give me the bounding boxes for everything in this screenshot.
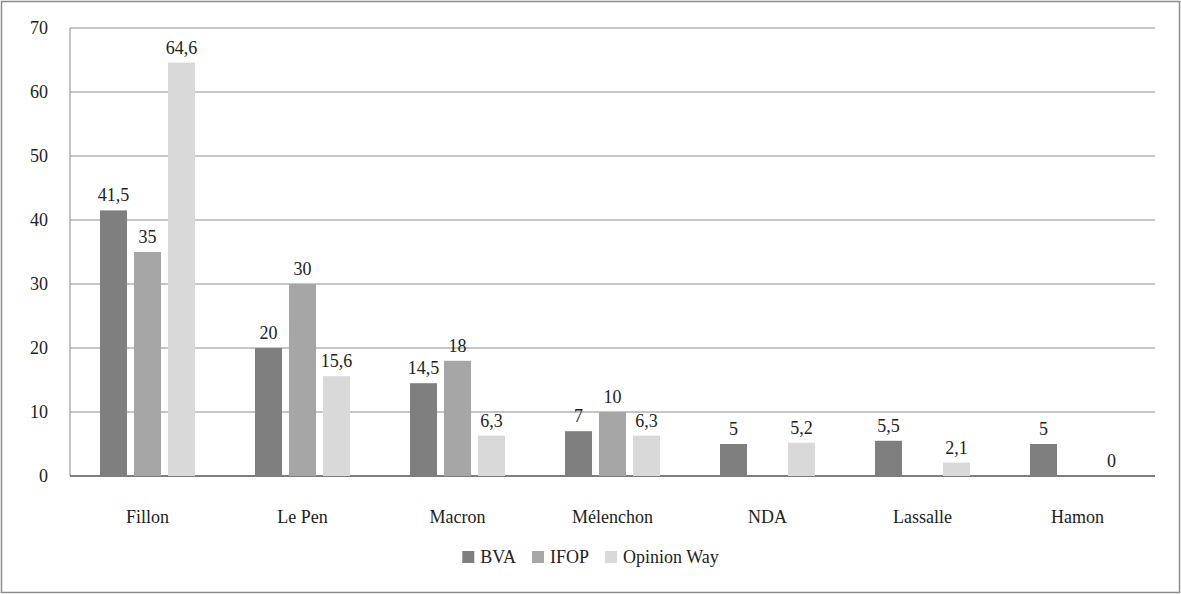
data-label: 20 (260, 323, 278, 343)
bar (565, 431, 592, 476)
bar (289, 284, 316, 476)
data-label: 5,2 (790, 418, 813, 438)
x-tick-label: Fillon (126, 507, 169, 527)
data-label: 35 (139, 227, 157, 247)
data-label: 30 (294, 259, 312, 279)
bar (134, 252, 161, 476)
grid-line (70, 284, 1155, 285)
legend-swatch (532, 551, 544, 563)
x-tick-label: Hamon (1051, 507, 1104, 527)
legend-swatch (605, 551, 617, 563)
chart-border (2, 2, 1180, 593)
y-tick-label: 20 (30, 338, 48, 358)
bar (478, 436, 505, 476)
bar (100, 210, 127, 476)
x-tick-label: Lassalle (893, 507, 952, 527)
legend: BVA IFOP Opinion Way (462, 547, 718, 567)
data-labels: 41,5 35 64,6 20 30 15,6 14,5 18 6,3 7 10 6,3 5 5,2 5,5… (98, 38, 1116, 471)
y-tick-label: 50 (30, 146, 48, 166)
grid-line (70, 348, 1155, 349)
grid-line (70, 156, 1155, 157)
bar (633, 436, 660, 476)
data-label: 5 (1039, 419, 1048, 439)
x-tick-label: Le Pen (277, 507, 327, 527)
y-tick-label: 40 (30, 210, 48, 230)
y-tick-label: 30 (30, 274, 48, 294)
bar (599, 412, 626, 476)
grid-line (70, 92, 1155, 93)
bar (255, 348, 282, 476)
bar (168, 63, 195, 476)
legend-label: IFOP (550, 547, 589, 567)
data-label: 6,3 (480, 411, 503, 431)
data-label: 5 (729, 419, 738, 439)
data-label: 7 (574, 406, 583, 426)
bar (875, 441, 902, 476)
data-label: 0 (1107, 451, 1116, 471)
data-label: 64,6 (166, 38, 198, 58)
legend-swatch (462, 551, 474, 563)
data-label: 5,5 (877, 416, 900, 436)
legend-label: BVA (480, 547, 516, 567)
bar (788, 443, 815, 476)
data-label: 41,5 (98, 185, 130, 205)
data-label: 18 (449, 336, 467, 356)
bar (444, 361, 471, 476)
bar (943, 463, 970, 476)
legend-label: Opinion Way (623, 547, 719, 567)
data-label: 10 (604, 387, 622, 407)
bar (323, 376, 350, 476)
y-tick-label: 60 (30, 82, 48, 102)
y-tick-label: 70 (30, 18, 48, 38)
grid-line (70, 220, 1155, 221)
x-tick-label: Macron (430, 507, 486, 527)
bar (1030, 444, 1057, 476)
data-label: 6,3 (635, 411, 658, 431)
data-label: 14,5 (408, 358, 440, 378)
bar (410, 383, 437, 476)
bar (720, 444, 747, 476)
x-tick-label: Mélenchon (572, 507, 653, 527)
x-tick-label: NDA (748, 507, 787, 527)
y-axis-line (70, 28, 71, 476)
bar (1098, 476, 1125, 477)
data-label: 15,6 (321, 351, 353, 371)
y-tick-label: 0 (39, 466, 48, 486)
bars (100, 63, 1057, 476)
grid-line (70, 28, 1155, 29)
chart: 01020304050607041,53564,6203015,614,5186… (0, 0, 1181, 594)
data-label: 2,1 (945, 438, 968, 458)
y-tick-label: 10 (30, 402, 48, 422)
